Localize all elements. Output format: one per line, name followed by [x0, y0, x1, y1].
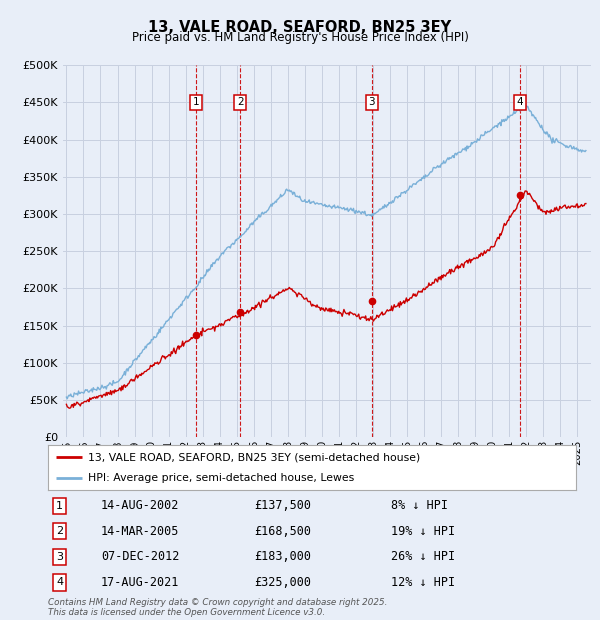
Text: 13, VALE ROAD, SEAFORD, BN25 3EY (semi-detached house): 13, VALE ROAD, SEAFORD, BN25 3EY (semi-d…: [88, 452, 420, 463]
Text: 4: 4: [517, 97, 523, 107]
Text: 1: 1: [193, 97, 200, 107]
Text: 13, VALE ROAD, SEAFORD, BN25 3EY: 13, VALE ROAD, SEAFORD, BN25 3EY: [148, 20, 452, 35]
Text: 3: 3: [56, 552, 63, 562]
Text: 17-AUG-2021: 17-AUG-2021: [101, 576, 179, 589]
Text: 12% ↓ HPI: 12% ↓ HPI: [391, 576, 455, 589]
Text: 14-MAR-2005: 14-MAR-2005: [101, 525, 179, 538]
Text: Price paid vs. HM Land Registry's House Price Index (HPI): Price paid vs. HM Land Registry's House …: [131, 31, 469, 44]
Text: 1: 1: [56, 501, 63, 511]
Text: 14-AUG-2002: 14-AUG-2002: [101, 499, 179, 512]
Text: Contains HM Land Registry data © Crown copyright and database right 2025.
This d: Contains HM Land Registry data © Crown c…: [48, 598, 388, 617]
Text: £325,000: £325,000: [254, 576, 311, 589]
Text: £137,500: £137,500: [254, 499, 311, 512]
Text: HPI: Average price, semi-detached house, Lewes: HPI: Average price, semi-detached house,…: [88, 472, 354, 483]
Text: £168,500: £168,500: [254, 525, 311, 538]
Text: 26% ↓ HPI: 26% ↓ HPI: [391, 551, 455, 564]
Text: £183,000: £183,000: [254, 551, 311, 564]
Text: 2: 2: [56, 526, 63, 536]
Text: 19% ↓ HPI: 19% ↓ HPI: [391, 525, 455, 538]
Text: 2: 2: [237, 97, 244, 107]
Text: 3: 3: [368, 97, 375, 107]
Text: 07-DEC-2012: 07-DEC-2012: [101, 551, 179, 564]
Text: 8% ↓ HPI: 8% ↓ HPI: [391, 499, 448, 512]
Text: 4: 4: [56, 577, 63, 587]
